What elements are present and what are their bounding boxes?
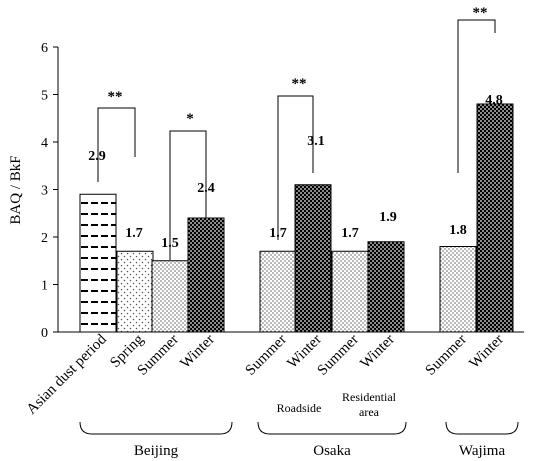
y-tick-label: 1 [41,279,48,294]
significance-label: ** [108,89,123,105]
bar [116,250,154,333]
value-label: 3.1 [307,134,325,149]
group-bracket-osaka [257,421,407,435]
bar [79,193,117,333]
bar [476,103,514,333]
value-label: 1.7 [341,226,359,241]
subgroup-residential-line2: area [359,405,380,419]
y-tick-label: 0 [41,326,48,341]
value-label: 2.9 [88,149,106,164]
subgroup-roadside: Roadside [277,401,322,415]
y-tick-label: 6 [41,41,48,56]
subgroup-residential-line1: Residential [342,390,397,404]
bar [439,246,477,333]
bar [187,217,225,333]
category-label: Winter [466,332,506,372]
category-label: Summer [243,332,290,379]
value-label: 1.9 [379,210,397,225]
significance-bracket [97,107,136,182]
category-label: Winter [357,332,397,372]
bar [294,184,332,333]
category-label: Summer [423,332,470,379]
value-label: 1.8 [449,223,467,238]
subgroup-labels: Roadside Residential area [277,390,397,419]
category-label: Asian dust period [24,331,110,417]
group-bracket-wajima [445,421,519,435]
y-tick-label: 2 [41,231,48,246]
significance-bracket [169,130,207,260]
significance-brackets: ******* [97,5,496,260]
significance-label: * [186,111,194,127]
y-tick-label: 4 [41,136,48,151]
y-axis-label: BAQ / BkF [8,155,24,224]
group-label-osaka: Osaka [313,443,351,459]
bar [151,260,189,333]
significance-bracket [277,95,314,240]
group-label-beijing: Beijing [134,443,179,459]
category-label: Summer [315,332,362,379]
bar [259,250,297,333]
bar [367,241,405,333]
category-label: Winter [177,332,217,372]
group-bracket-beijing [79,421,233,435]
value-label: 4.8 [485,93,503,108]
significance-label: ** [292,76,307,92]
bar [331,250,369,333]
group-brackets: Beijing Osaka Wajima [79,421,519,459]
y-tick-label: 3 [41,184,48,199]
group-label-wajima: Wajima [459,443,506,459]
bars [79,103,514,333]
subgroup-residential: Residential area [342,390,397,419]
y-tick-label: 5 [41,89,48,104]
y-ticks: 0 1 2 3 4 5 6 [41,41,58,341]
significance-bracket [457,19,496,173]
value-label: 1.7 [125,226,143,241]
significance-label: ** [473,5,488,21]
